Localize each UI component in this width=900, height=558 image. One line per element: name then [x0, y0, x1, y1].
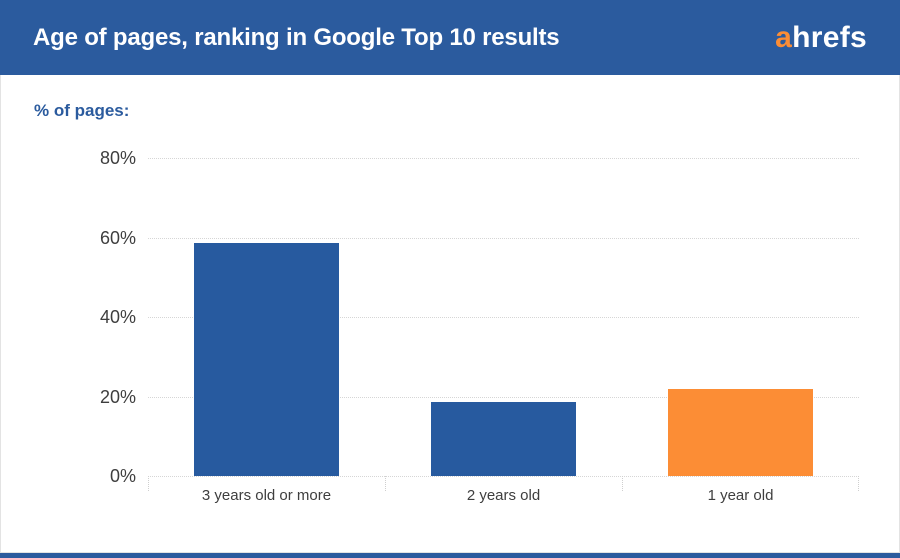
footer-accent-bar: [0, 553, 900, 558]
y-tick-label-60%: 60%: [99, 227, 136, 248]
x-boundary-tick-0: [148, 476, 149, 491]
bar-2-years-old: [431, 402, 576, 476]
gridline-80%: [148, 158, 859, 159]
bar-3-years-old-or-more: [194, 243, 339, 476]
gridline-40%: [148, 317, 859, 318]
ahrefs-logo-letter-a: a: [775, 20, 793, 54]
y-tick-label-80%: 80%: [99, 148, 136, 168]
chart-card: % of pages: 0% 20% 40% 60% 80% 3 years old or…: [0, 75, 900, 553]
x-boundary-tick-1: [385, 476, 386, 491]
y-tick-label-0%: 0%: [109, 466, 136, 486]
header-bar: Age of pages, ranking in Google Top 10 r…: [0, 0, 900, 75]
gridline-60%: [148, 237, 859, 239]
x-boundary-tick-2: [622, 476, 623, 491]
gridline-0%: [148, 476, 859, 477]
x-boundary-tick-3: [858, 476, 859, 491]
bar-1-year-old: [668, 388, 813, 476]
ahrefs-logo: ahrefs: [775, 20, 867, 54]
x-category-label-1: 3 years old or more: [201, 487, 332, 504]
x-category-label-3: 1 year old: [707, 487, 774, 504]
gridline-20%: [148, 396, 859, 398]
y-axis-title: % of pages:: [34, 101, 130, 120]
chart-title: Age of pages, ranking in Google Top 10 r…: [33, 23, 560, 51]
x-category-label-2: 2 years old: [466, 487, 541, 504]
plot-area: 0% 20% 40% 60% 80% 3 years old or more 2 years…: [100, 148, 859, 504]
y-tick-label-20%: 20%: [99, 386, 136, 407]
ahrefs-logo-letters-hrefs: hrefs: [792, 20, 867, 54]
y-tick-label-40%: 40%: [99, 307, 136, 327]
